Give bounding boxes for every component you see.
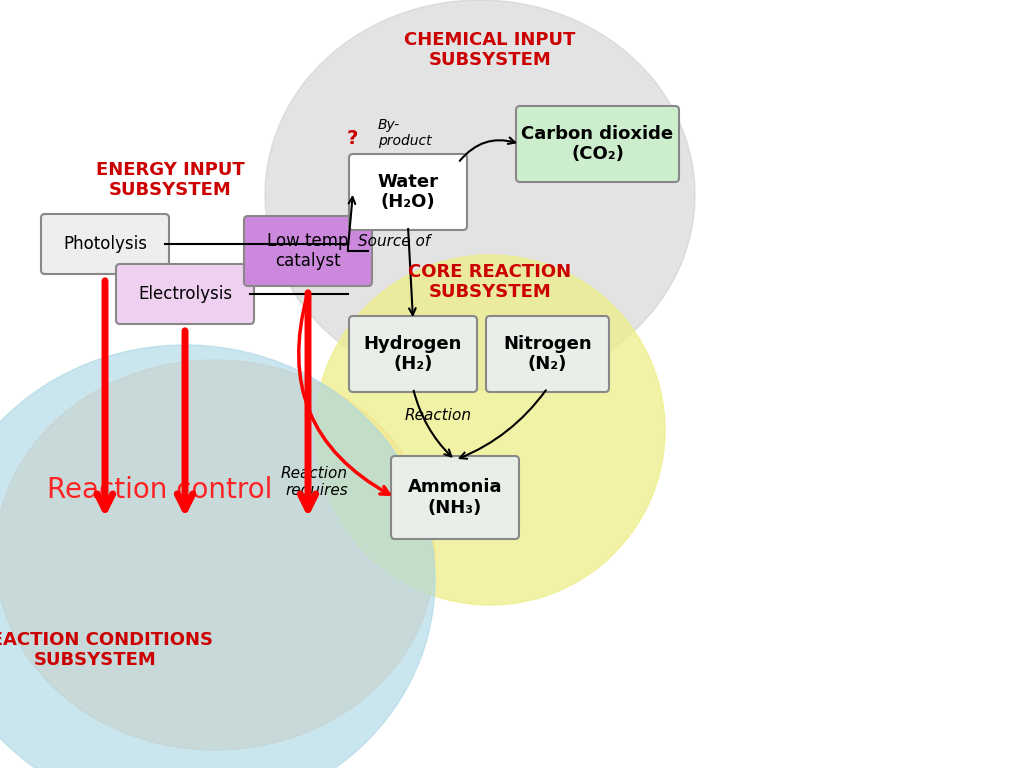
- FancyBboxPatch shape: [349, 316, 477, 392]
- Ellipse shape: [0, 360, 435, 750]
- Text: Photolysis: Photolysis: [63, 235, 147, 253]
- Text: CHEMICAL INPUT
SUBSYSTEM: CHEMICAL INPUT SUBSYSTEM: [404, 31, 575, 69]
- Text: ENERGY INPUT
SUBSYSTEM: ENERGY INPUT SUBSYSTEM: [95, 161, 245, 200]
- FancyBboxPatch shape: [41, 214, 169, 274]
- FancyBboxPatch shape: [486, 316, 609, 392]
- Text: Water
(H₂O): Water (H₂O): [378, 173, 438, 211]
- Text: Reaction control: Reaction control: [47, 476, 272, 504]
- FancyBboxPatch shape: [391, 456, 519, 539]
- Text: Low temp
catalyst: Low temp catalyst: [267, 232, 349, 270]
- Text: ?: ?: [346, 128, 357, 147]
- Text: Reaction: Reaction: [404, 408, 471, 422]
- Text: Source of: Source of: [358, 234, 430, 250]
- Text: CORE REACTION
SUBSYSTEM: CORE REACTION SUBSYSTEM: [409, 263, 571, 301]
- Text: Electrolysis: Electrolysis: [138, 285, 232, 303]
- Ellipse shape: [315, 255, 665, 605]
- Text: Nitrogen
(N₂): Nitrogen (N₂): [503, 335, 592, 373]
- FancyBboxPatch shape: [244, 216, 372, 286]
- Ellipse shape: [0, 345, 435, 768]
- Text: Carbon dioxide
(CO₂): Carbon dioxide (CO₂): [521, 124, 674, 164]
- Text: Ammonia
(NH₃): Ammonia (NH₃): [408, 478, 502, 517]
- Text: Reaction
requires: Reaction requires: [281, 466, 348, 498]
- FancyBboxPatch shape: [116, 264, 254, 324]
- Ellipse shape: [265, 0, 695, 390]
- Text: By-
product: By- product: [378, 118, 432, 148]
- FancyBboxPatch shape: [349, 154, 467, 230]
- FancyBboxPatch shape: [516, 106, 679, 182]
- Text: REACTION CONDITIONS
SUBSYSTEM: REACTION CONDITIONS SUBSYSTEM: [0, 631, 213, 670]
- Text: Hydrogen
(H₂): Hydrogen (H₂): [364, 335, 462, 373]
